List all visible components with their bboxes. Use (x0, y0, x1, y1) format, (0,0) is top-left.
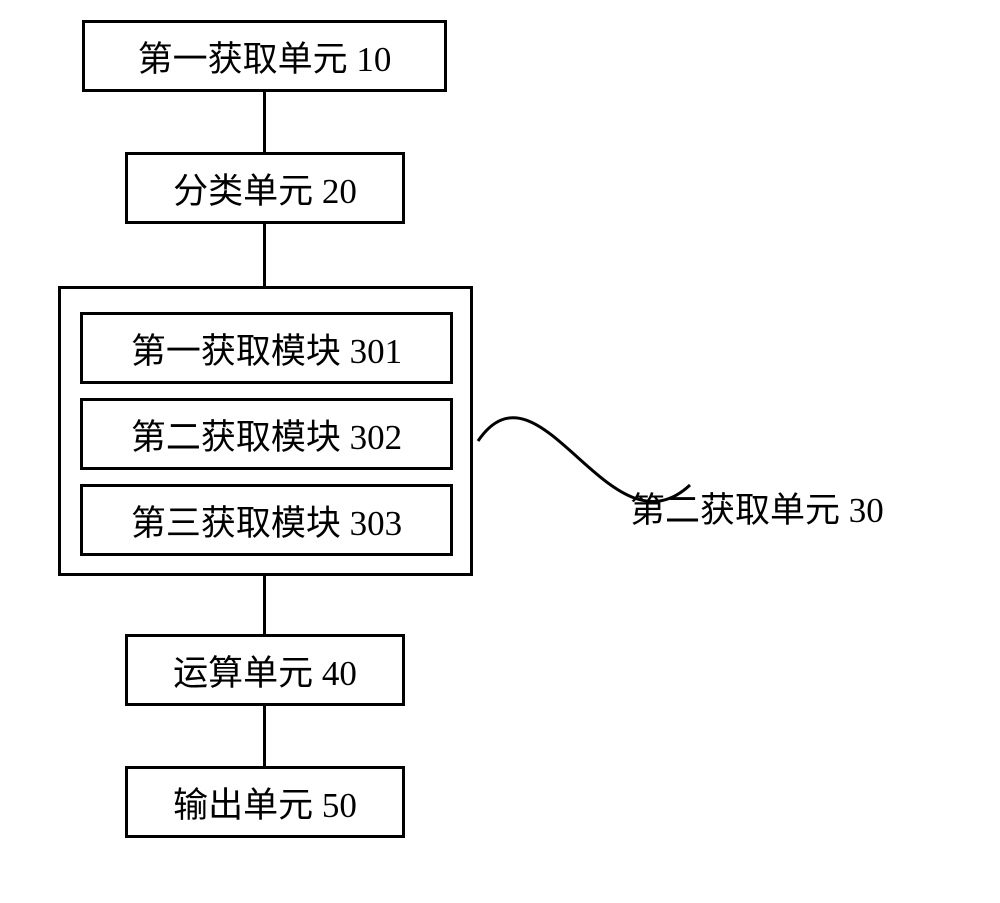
callout-curve (0, 0, 1000, 903)
flowchart-canvas: 第一获取单元 10 分类单元 20 第一获取模块 301 第二获取模块 302 … (0, 0, 1000, 903)
callout-text: 第二获取单元 30 (630, 491, 884, 530)
callout-label-second-acquire-unit-30: 第二获取单元 30 (630, 482, 884, 533)
